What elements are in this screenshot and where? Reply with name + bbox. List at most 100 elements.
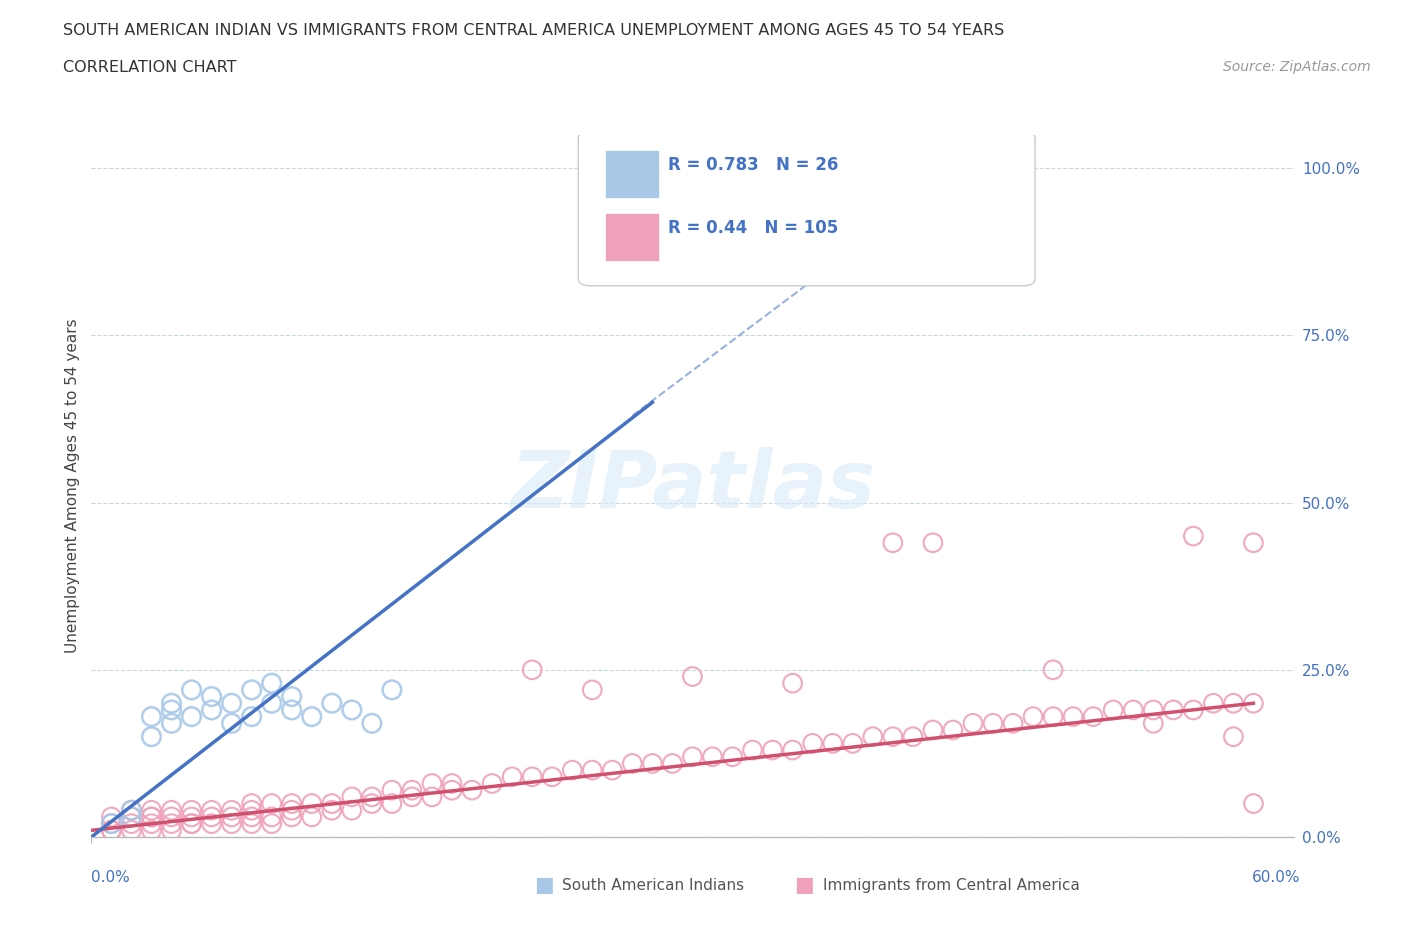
Point <box>1062 710 1084 724</box>
Point <box>1182 702 1205 717</box>
Point <box>201 689 224 704</box>
Point <box>1222 696 1244 711</box>
Point <box>301 796 323 811</box>
Point <box>281 689 304 704</box>
Text: R = 0.783   N = 26: R = 0.783 N = 26 <box>668 156 839 174</box>
Point <box>401 783 423 798</box>
Point <box>121 823 143 838</box>
Point <box>221 817 243 831</box>
Point <box>481 776 503 790</box>
Point <box>1182 528 1205 543</box>
Point <box>240 817 263 831</box>
Point <box>681 161 703 176</box>
Text: ZIPatlas: ZIPatlas <box>510 447 875 525</box>
Point <box>160 817 183 831</box>
Point <box>141 823 163 838</box>
Point <box>661 756 683 771</box>
Point <box>901 729 924 744</box>
Point <box>221 803 243 817</box>
Point <box>180 710 202 724</box>
Point <box>240 809 263 824</box>
Point <box>561 763 583 777</box>
Point <box>1142 716 1164 731</box>
Point <box>121 809 143 824</box>
Point <box>340 790 363 804</box>
Point <box>100 823 122 838</box>
Point <box>340 702 363 717</box>
Point <box>1222 729 1244 744</box>
Text: South American Indians: South American Indians <box>562 878 745 893</box>
Point <box>201 803 224 817</box>
Point <box>141 809 163 824</box>
Point <box>121 803 143 817</box>
Text: CORRELATION CHART: CORRELATION CHART <box>63 60 236 75</box>
Point <box>240 710 263 724</box>
Point <box>1122 702 1144 717</box>
Point <box>1001 716 1024 731</box>
Point <box>702 750 724 764</box>
Point <box>1042 710 1064 724</box>
Point <box>782 676 804 691</box>
Point <box>762 743 785 758</box>
Point <box>821 736 844 751</box>
Point <box>121 803 143 817</box>
Point <box>121 817 143 831</box>
Point <box>1022 710 1045 724</box>
Point <box>141 729 163 744</box>
Point <box>381 796 404 811</box>
Point <box>440 783 463 798</box>
Point <box>301 710 323 724</box>
Point <box>1243 536 1265 551</box>
Point <box>420 776 443 790</box>
Point <box>922 723 945 737</box>
FancyBboxPatch shape <box>605 214 659 261</box>
Point <box>882 729 904 744</box>
Point <box>221 716 243 731</box>
Point <box>281 796 304 811</box>
Point <box>1243 796 1265 811</box>
Point <box>321 696 343 711</box>
Point <box>360 790 382 804</box>
Point <box>681 669 703 684</box>
Point <box>260 676 283 691</box>
Point <box>180 817 202 831</box>
Point <box>942 723 965 737</box>
Point <box>862 729 884 744</box>
Point <box>841 736 863 751</box>
Point <box>522 769 544 784</box>
Point <box>962 716 984 731</box>
Point <box>160 696 183 711</box>
Point <box>922 536 945 551</box>
Point <box>681 750 703 764</box>
Point <box>581 763 603 777</box>
Text: Immigrants from Central America: Immigrants from Central America <box>823 878 1080 893</box>
Point <box>581 683 603 698</box>
Point <box>100 809 122 824</box>
Point <box>201 702 224 717</box>
Point <box>100 823 122 838</box>
Point <box>1142 702 1164 717</box>
Point <box>221 809 243 824</box>
Point <box>260 817 283 831</box>
Point <box>1102 702 1125 717</box>
Point <box>360 796 382 811</box>
Point <box>741 743 763 758</box>
Point <box>602 763 624 777</box>
Point <box>541 769 564 784</box>
Point <box>301 809 323 824</box>
Point <box>721 750 744 764</box>
Point <box>1243 696 1265 711</box>
Point <box>321 796 343 811</box>
Point <box>420 790 443 804</box>
Point <box>201 817 224 831</box>
Point <box>160 702 183 717</box>
Y-axis label: Unemployment Among Ages 45 to 54 years: Unemployment Among Ages 45 to 54 years <box>65 319 80 653</box>
Point <box>260 809 283 824</box>
Point <box>981 716 1004 731</box>
Point <box>100 817 122 831</box>
FancyBboxPatch shape <box>605 151 659 198</box>
Point <box>522 662 544 677</box>
Text: 0.0%: 0.0% <box>91 870 131 884</box>
Point <box>141 710 163 724</box>
Text: Source: ZipAtlas.com: Source: ZipAtlas.com <box>1223 60 1371 74</box>
